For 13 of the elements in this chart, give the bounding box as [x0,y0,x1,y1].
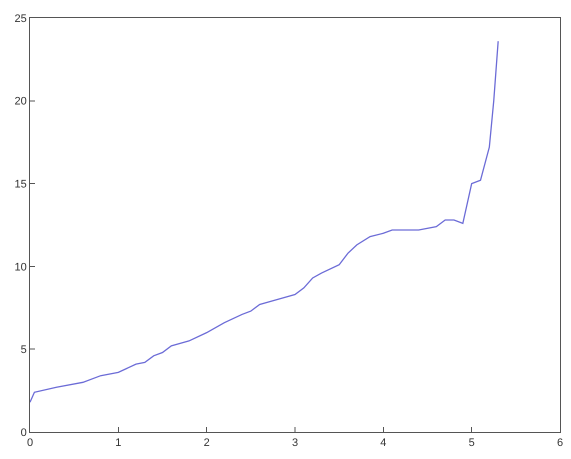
x-tick-label: 4 [380,437,386,450]
x-tick-label: 2 [204,437,210,450]
y-tick-label: 10 [14,261,27,274]
x-tick-label: 1 [115,437,122,450]
y-tick-label: 25 [14,12,27,25]
y-tick-label: 0 [20,426,27,439]
x-tick-label: 5 [468,437,475,450]
y-tick-label: 5 [20,344,27,356]
y-tick-label: 20 [14,96,27,108]
line-series [30,40,499,403]
x-tick-label: 3 [292,437,298,450]
x-tick-label: 6 [556,437,564,450]
y-tick-label: 15 [14,178,27,190]
